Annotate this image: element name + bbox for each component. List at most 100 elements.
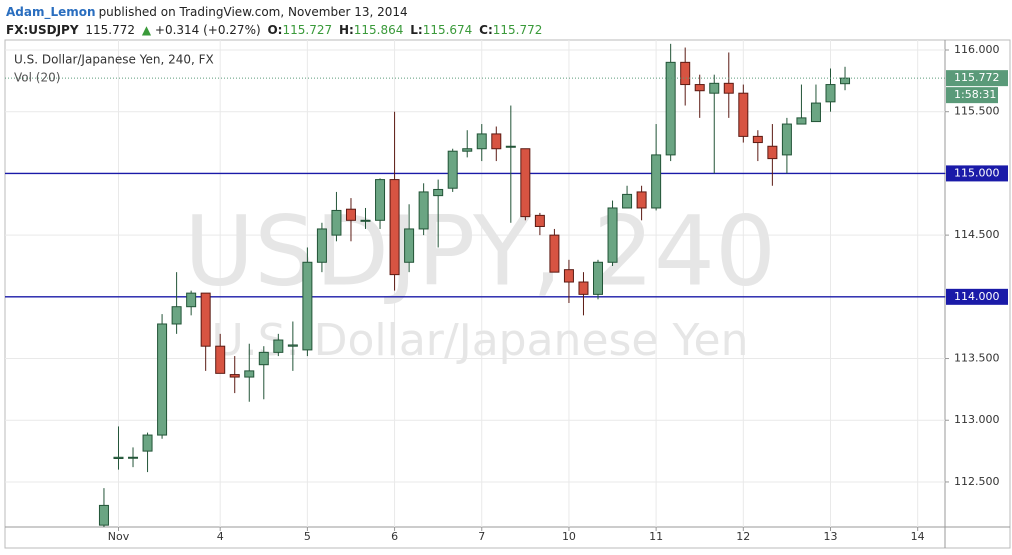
- symbol: FX:USDJPY: [6, 23, 79, 37]
- published: published on TradingView.com, November 1…: [98, 5, 408, 19]
- close-value: 115.772: [492, 23, 543, 37]
- countdown-box: [946, 87, 998, 104]
- y-tick-label: 116.000: [954, 43, 1000, 56]
- candle-body: [360, 219, 371, 222]
- candle-body: [244, 370, 255, 378]
- low-value: 115.674: [422, 23, 473, 37]
- hline-label: 115.000: [954, 166, 1000, 179]
- candle-body: [549, 234, 560, 273]
- x-tick-label: 14: [911, 530, 925, 543]
- candle-body: [447, 150, 458, 189]
- header-line-2: FX:USDJPY 115.772 ▲ +0.314 (+0.27%) O:11…: [6, 21, 545, 39]
- last-price-label: 115.772: [954, 71, 1000, 84]
- candle-body: [781, 123, 792, 156]
- plot: [5, 43, 945, 527]
- candle-body: [273, 339, 284, 353]
- candle-body: [113, 456, 124, 460]
- candle-body: [142, 434, 153, 452]
- candle-body: [694, 84, 705, 92]
- close-label: C:: [479, 23, 493, 37]
- candle-body: [258, 351, 269, 366]
- candle-body: [157, 323, 168, 436]
- header: Adam_Lemon published on TradingView.com, …: [6, 3, 545, 39]
- candle-body: [302, 261, 313, 351]
- x-tick-label: 13: [823, 530, 837, 543]
- candle-body: [520, 148, 531, 218]
- candle-body: [404, 228, 415, 263]
- candle-body: [375, 179, 386, 221]
- candle-body: [171, 306, 182, 325]
- x-tick-label: 5: [304, 530, 311, 543]
- candle-body: [622, 193, 633, 209]
- candle-body: [200, 292, 211, 347]
- candle-body: [723, 82, 734, 94]
- high-label: H:: [338, 23, 354, 37]
- hline-label: 114.000: [954, 290, 1000, 303]
- candle-body: [810, 102, 821, 123]
- candle-body: [476, 133, 487, 150]
- candle-body: [389, 179, 400, 276]
- author[interactable]: Adam_Lemon: [6, 5, 96, 19]
- high-value: 115.864: [353, 23, 404, 37]
- x-tick-label: 11: [649, 530, 663, 543]
- candle-body: [593, 261, 604, 295]
- candle-body: [636, 191, 647, 209]
- candle-body: [738, 92, 749, 137]
- axis: 112.500 113.000 113.500 114.000 114.500 115.0…: [108, 43, 1008, 543]
- candle-body: [128, 456, 139, 459]
- arrow: ▲: [141, 23, 152, 37]
- candle-body: [505, 145, 516, 148]
- change: +0.314 (+0.27%): [154, 23, 261, 37]
- x-tick-label: 7: [478, 530, 485, 543]
- y-tick-label: 113.000: [954, 413, 1000, 426]
- candle-body: [316, 228, 327, 263]
- y-tick-label: 112.500: [954, 475, 1000, 488]
- x-tick-label: Nov: [108, 530, 130, 543]
- hline-label-box: [946, 288, 1008, 305]
- watermark-sub: U.S. Dollar/Japanese Yen: [212, 315, 749, 366]
- candle-body: [578, 281, 589, 295]
- hline-label-box: [946, 165, 1008, 182]
- header-line-1: Adam_Lemon published on TradingView.com, …: [6, 3, 545, 21]
- y-tick-label: 113.500: [954, 352, 1000, 365]
- candle-body: [665, 61, 676, 156]
- chart-subtitle: Vol (20): [14, 71, 60, 85]
- x-tick-label: 6: [391, 530, 398, 543]
- candle-body: [345, 208, 356, 221]
- x-tick-label: 12: [736, 530, 750, 543]
- candle-body: [229, 374, 240, 378]
- last-price-box: [946, 70, 1008, 87]
- candle-body: [796, 117, 807, 125]
- candle-body: [418, 191, 429, 230]
- countdown-label: 1:58:31: [954, 88, 996, 101]
- candle-body: [98, 504, 109, 526]
- low-label: L:: [410, 23, 423, 37]
- candle-body: [491, 133, 502, 150]
- x-tick-label: 10: [562, 530, 576, 543]
- candle-body: [840, 77, 851, 85]
- candle-body: [534, 214, 545, 227]
- candle-body: [563, 269, 574, 283]
- candle-body: [709, 82, 720, 94]
- chart-title: U.S. Dollar/Japanese Yen, 240, FX: [14, 53, 214, 67]
- candle-body: [825, 84, 836, 103]
- y-tick-label: 114.500: [954, 228, 1000, 241]
- candle-body: [607, 207, 618, 263]
- open-value: 115.727: [282, 23, 333, 37]
- chart-frame: [4, 39, 1011, 549]
- candle-body: [287, 344, 298, 347]
- y-tick-label: 115.500: [954, 105, 1000, 118]
- watermark: USDJPY, 240: [184, 195, 776, 307]
- candle-body: [433, 188, 444, 197]
- candle-body: [462, 148, 473, 152]
- candle-body: [680, 61, 691, 86]
- open-label: O:: [267, 23, 283, 37]
- candle-body: [752, 135, 763, 144]
- x-tick-label: 4: [217, 530, 224, 543]
- candle-body: [186, 292, 197, 308]
- candle-body: [331, 209, 342, 236]
- candle-body: [215, 345, 226, 374]
- candle-body: [651, 154, 662, 209]
- last-price: 115.772: [85, 23, 135, 37]
